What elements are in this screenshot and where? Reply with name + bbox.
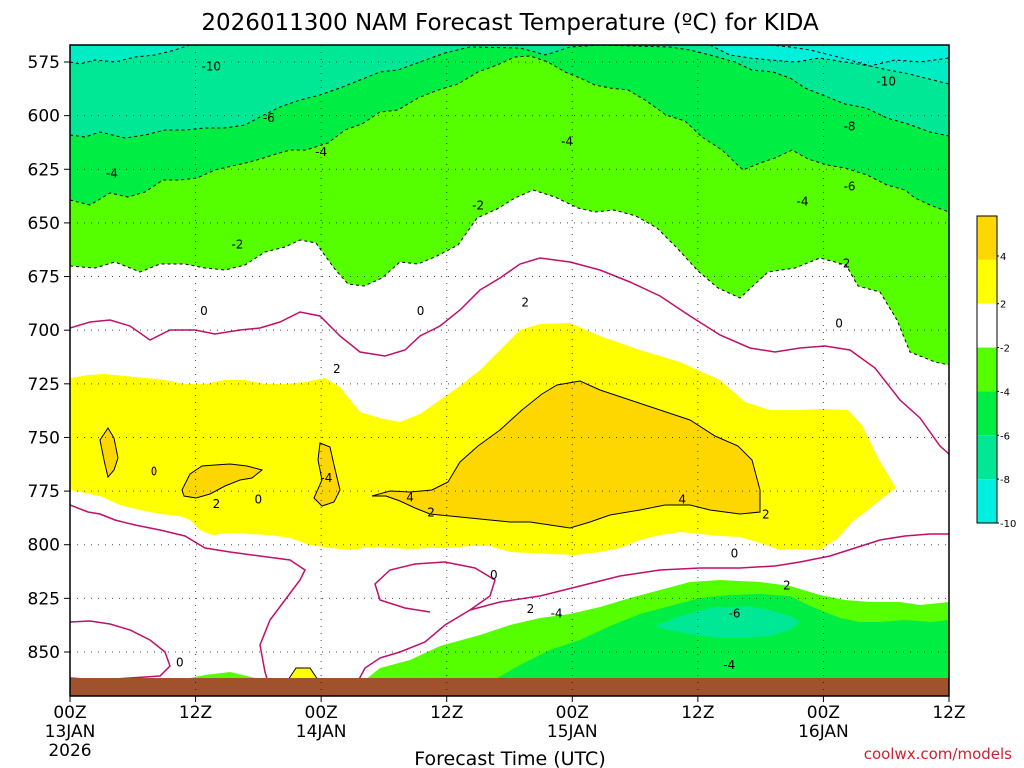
- contour-label: -2: [472, 199, 484, 213]
- fill-band-below-minus-10: [710, 45, 949, 66]
- y-tick-label: 750: [28, 428, 60, 448]
- contour-label: -4: [320, 471, 332, 485]
- colorbar-swatch: [977, 303, 997, 348]
- colorbar-label: -4: [1000, 387, 1010, 398]
- x-tick-label: 00Z: [53, 703, 86, 723]
- contour-label: -6: [844, 179, 856, 193]
- y-axis: 575 600 625 650 675 700 725 750 775 800 825 850: [28, 53, 70, 663]
- contour-zero-lower-right: [349, 561, 496, 696]
- contour-label: 2: [521, 295, 529, 309]
- contour-label: -2: [231, 237, 243, 251]
- contour-label: 2: [427, 506, 435, 520]
- y-tick-label: 800: [28, 536, 60, 556]
- colorbar-swatch: [977, 479, 997, 523]
- contour-label: -4: [561, 134, 573, 148]
- colorbar-swatch: [977, 259, 997, 304]
- contour-label: 0: [731, 546, 739, 560]
- x-tick-label: 00Z: [305, 703, 338, 723]
- contour-label: -4: [106, 167, 118, 181]
- fill-band-above-4-left: [99, 427, 119, 479]
- plot-frame: [69, 44, 950, 697]
- fill-band-above-4-dot: [151, 466, 157, 476]
- contour-label: -4: [723, 658, 735, 672]
- y-tick-label: 775: [28, 482, 60, 502]
- x-tick-date: 16JAN: [798, 722, 849, 742]
- colorbar-swatch: [977, 391, 997, 436]
- y-tick-label: 700: [28, 321, 60, 341]
- contour-label: 2: [762, 508, 770, 522]
- contour-minus-6: [70, 45, 949, 139]
- contour-label: 2: [213, 497, 221, 511]
- contour-label: 2: [783, 578, 791, 592]
- colorbar-label: 2: [1000, 300, 1006, 311]
- contour-label: 0: [490, 568, 498, 582]
- y-tick-label: 725: [28, 375, 60, 395]
- contour-label: -6: [728, 606, 740, 620]
- fill-band-lower-minus-4-to-minus-6: [470, 594, 949, 696]
- contour-label: -4: [797, 194, 809, 208]
- plot-area: [70, 45, 949, 696]
- contour-labels: -10 -10 -8 -6 -6 -4 -4 -4 -4 -2 -2 -2 0 0 0 0 0 0 0 2 2 2 2 2 2 2…: [106, 59, 896, 672]
- contour-label: 0: [200, 304, 208, 318]
- colorbar-swatch: [977, 216, 997, 260]
- contour-label: 0: [835, 317, 843, 331]
- colorbar-label: -6: [1000, 431, 1010, 442]
- colorbar-frame: [976, 215, 998, 524]
- contour-label: -10: [876, 74, 896, 88]
- contour-label: 4: [678, 493, 686, 507]
- contour-zero-upper: [70, 257, 949, 455]
- x-tick-label: 12Z: [179, 703, 212, 723]
- fill-band-above-4-mid: [313, 442, 341, 507]
- x-tick-label: 00Z: [556, 703, 589, 723]
- contour-label: 4: [406, 491, 414, 505]
- contour-label: 2: [333, 362, 341, 376]
- contour-label: 0: [417, 304, 425, 318]
- y-tick-label: 675: [28, 268, 60, 288]
- credit-text: coolwx.com/models: [864, 745, 1012, 763]
- contour-label: -8: [844, 119, 856, 133]
- colorbar-swatch: [977, 347, 997, 392]
- y-tick-label: 850: [28, 643, 60, 663]
- y-tick-label: 825: [28, 589, 60, 609]
- colorbar-label: -2: [1000, 344, 1010, 355]
- contour-minus-8: [70, 45, 949, 85]
- x-tick-date: 13JAN: [45, 722, 96, 742]
- x-tick-date: 14JAN: [296, 722, 347, 742]
- contour-zero-lower: [70, 504, 306, 696]
- fill-band-lower-minus-6-to-minus-8: [655, 606, 800, 638]
- contour-label: -4: [315, 145, 327, 159]
- contour-label: -2: [838, 257, 850, 271]
- x-tick-date: 15JAN: [547, 722, 598, 742]
- contour-minus-2: [70, 189, 949, 366]
- contour-label: 2: [527, 602, 535, 616]
- colorbar-label: -8: [1000, 475, 1010, 486]
- contour-label: 0: [255, 493, 263, 507]
- contour-label: -6: [263, 111, 275, 125]
- x-tick-year: 2026: [48, 741, 91, 761]
- x-tick-label: 12Z: [681, 703, 714, 723]
- x-axis-label: Forecast Time (UTC): [414, 748, 605, 768]
- colorbar-swatch: [977, 435, 997, 480]
- colorbar-label: 4: [1000, 252, 1006, 263]
- contour-label: -4: [551, 606, 563, 620]
- fill-band-minus-6-to-minus-8: [70, 45, 949, 138]
- chart-title: 2026011300 NAM Forecast Temperature (ºC)…: [201, 10, 819, 36]
- contour-label: 0: [176, 656, 184, 670]
- colorbar: 4 2 -2 -4 -6 -8 -10: [976, 215, 1016, 530]
- fill-band-above-4-small: [181, 463, 264, 499]
- y-tick-label: 625: [28, 160, 60, 180]
- y-tick-label: 650: [28, 214, 60, 234]
- y-tick-label: 600: [28, 107, 60, 127]
- y-tick-label: 575: [28, 53, 60, 73]
- colorbar-label: -10: [1000, 519, 1016, 530]
- contour-zero-lower-mid: [469, 533, 949, 611]
- x-tick-label: 00Z: [807, 703, 840, 723]
- x-tick-label: 12Z: [430, 703, 463, 723]
- terrain-ground: [70, 678, 949, 696]
- contour-label: -10: [201, 59, 221, 73]
- x-tick-label: 12Z: [932, 703, 965, 723]
